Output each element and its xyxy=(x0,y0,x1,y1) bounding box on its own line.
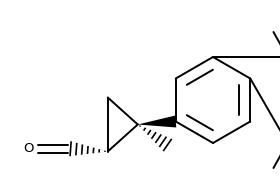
Polygon shape xyxy=(138,116,176,127)
Text: O: O xyxy=(24,142,34,155)
